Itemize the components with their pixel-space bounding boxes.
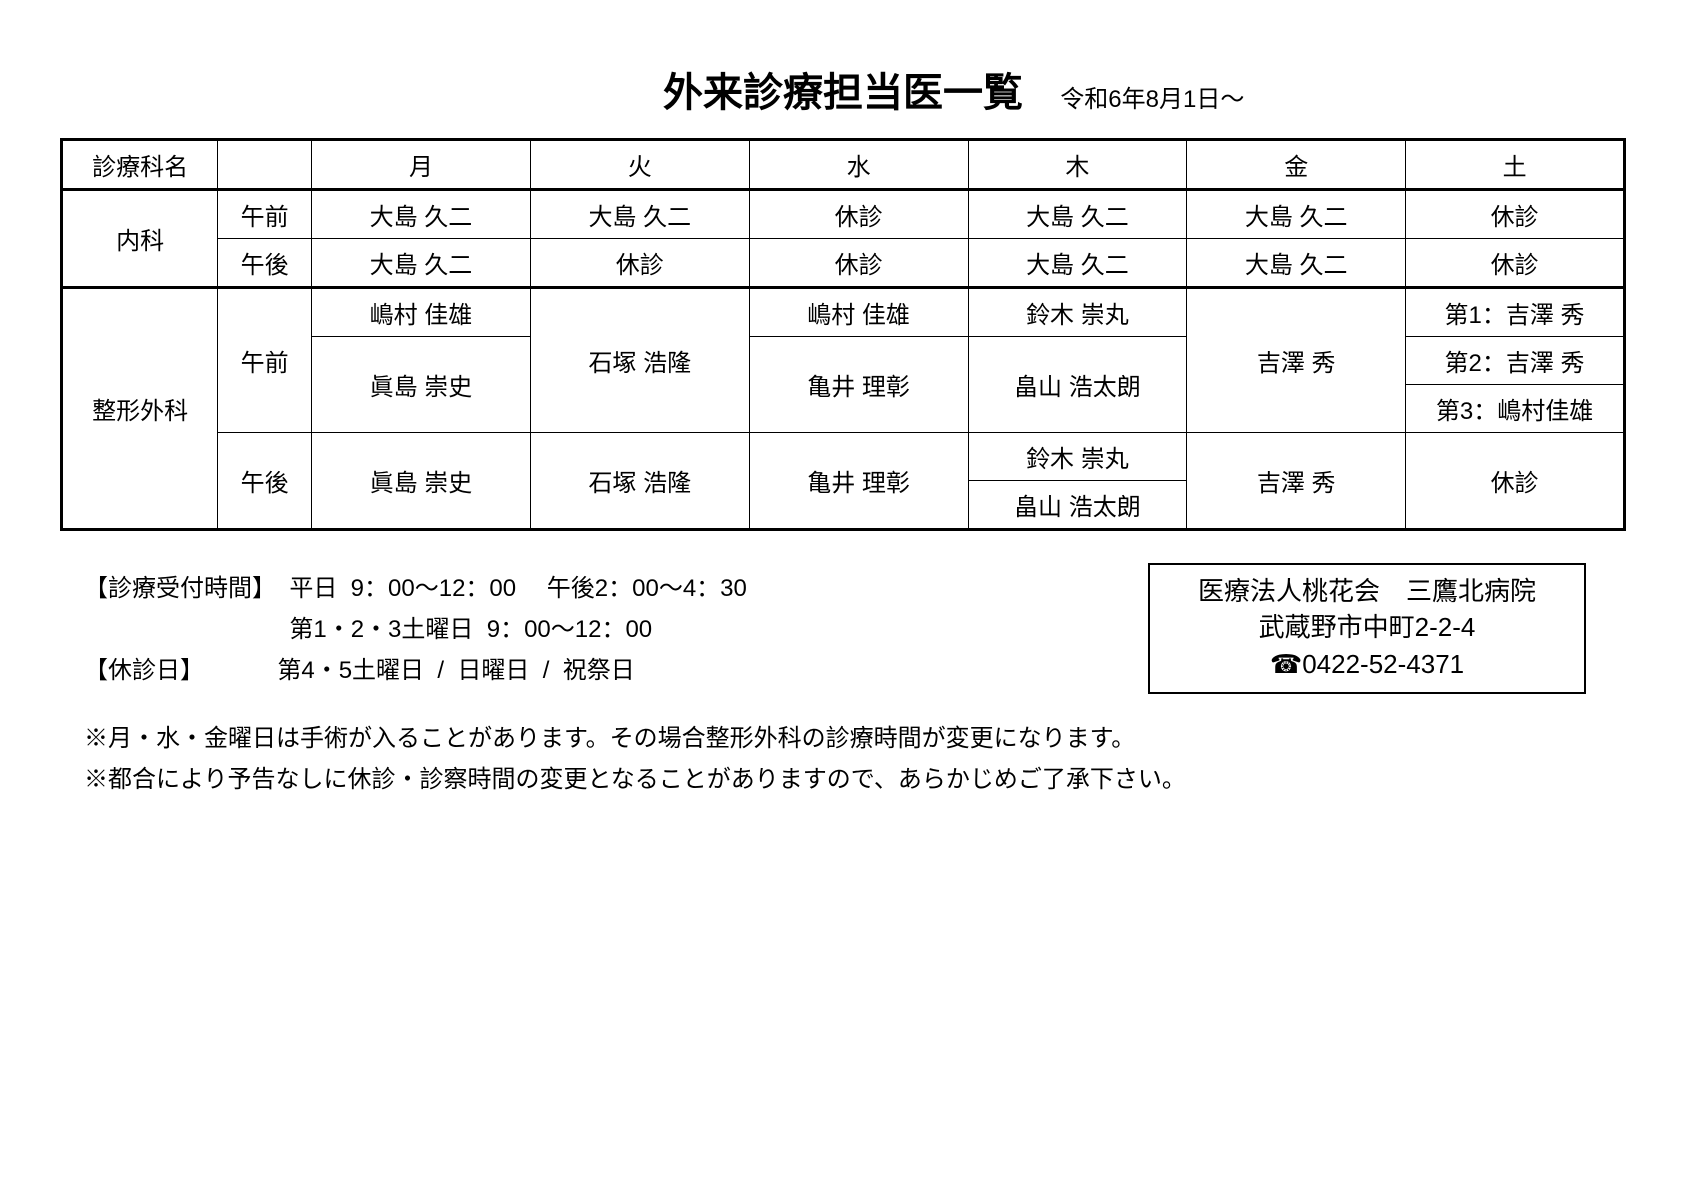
ortho-pm-wed: 亀井 理彰 <box>749 433 968 530</box>
internal-am-wed: 休診 <box>749 190 968 239</box>
note-2: ※都合により予告なしに休診・診察時間の変更となることがありますので、あらかじめご… <box>84 760 1626 801</box>
internal-am-mon: 大島 久二 <box>312 190 531 239</box>
col-sat: 土 <box>1406 140 1625 190</box>
col-wed: 水 <box>749 140 968 190</box>
internal-pm-fri: 大島 久二 <box>1187 239 1406 288</box>
ortho-am-sat1: 第1：吉澤 秀 <box>1406 288 1625 337</box>
page-title: 外来診療担当医一覧 <box>663 60 1023 118</box>
closed-line: 【休診日】 第4・5土曜日 / 日曜日 / 祝祭日 <box>84 651 747 692</box>
internal-am-tue: 大島 久二 <box>530 190 749 239</box>
info-left: 【診療受付時間】 平日 9：00～12：00 午後2：00～4：30 第1・2・… <box>84 569 747 691</box>
col-period <box>218 140 312 190</box>
ortho-am-label: 午前 <box>218 288 312 433</box>
internal-am-fri: 大島 久二 <box>1187 190 1406 239</box>
ortho-pm-mon: 眞島 崇史 <box>312 433 531 530</box>
ortho-am-thu-top: 鈴木 崇丸 <box>968 288 1187 337</box>
internal-am-label: 午前 <box>218 190 312 239</box>
header-row: 診療科名 月 火 水 木 金 土 <box>62 140 1625 190</box>
internal-am-row: 内科 午前 大島 久二 大島 久二 休診 大島 久二 大島 久二 休診 <box>62 190 1625 239</box>
ortho-am-wed-bot: 亀井 理彰 <box>749 337 968 433</box>
effective-date: 令和6年8月1日～ <box>1060 79 1244 114</box>
internal-pm-label: 午後 <box>218 239 312 288</box>
ortho-pm-thu-bot: 畠山 浩太朗 <box>968 481 1187 530</box>
title-row: 外来診療担当医一覧 令和6年8月1日～ <box>60 60 1626 118</box>
dept-ortho: 整形外科 <box>62 288 218 530</box>
ortho-am-tue: 石塚 浩隆 <box>530 288 749 433</box>
hospital-box: 医療法人桃花会 三鷹北病院 武蔵野市中町2-2-4 ☎0422-52-4371 <box>1148 563 1586 694</box>
reception-line-1: 【診療受付時間】 平日 9：00～12：00 午後2：00～4：30 <box>84 569 747 610</box>
ortho-am-mon-bot: 眞島 崇史 <box>312 337 531 433</box>
dept-internal: 内科 <box>62 190 218 288</box>
ortho-am-wed-top: 嶋村 佳雄 <box>749 288 968 337</box>
ortho-am-thu-bot: 畠山 浩太朗 <box>968 337 1187 433</box>
hospital-name: 医療法人桃花会 三鷹北病院 <box>1198 573 1536 609</box>
ortho-pm-label: 午後 <box>218 433 312 530</box>
ortho-am-fri: 吉澤 秀 <box>1187 288 1406 433</box>
col-fri: 金 <box>1187 140 1406 190</box>
ortho-am-sat3: 第3：嶋村佳雄 <box>1406 385 1625 433</box>
ortho-pm-fri: 吉澤 秀 <box>1187 433 1406 530</box>
info-block: 【診療受付時間】 平日 9：00～12：00 午後2：00～4：30 第1・2・… <box>60 569 1626 691</box>
internal-am-thu: 大島 久二 <box>968 190 1187 239</box>
notes: ※月・水・金曜日は手術が入ることがあります。その場合整形外科の診療時間が変更にな… <box>60 719 1626 801</box>
page: 外来診療担当医一覧 令和6年8月1日～ 診療科名 月 火 水 木 金 土 内科 … <box>0 0 1686 1186</box>
note-1: ※月・水・金曜日は手術が入ることがあります。その場合整形外科の診療時間が変更にな… <box>84 719 1626 760</box>
internal-pm-mon: 大島 久二 <box>312 239 531 288</box>
col-thu: 木 <box>968 140 1187 190</box>
reception-line-2: 第1・2・3土曜日 9：00～12：00 <box>84 610 747 651</box>
ortho-pm-thu-top: 鈴木 崇丸 <box>968 433 1187 481</box>
internal-pm-thu: 大島 久二 <box>968 239 1187 288</box>
internal-pm-sat: 休診 <box>1406 239 1625 288</box>
internal-pm-tue: 休診 <box>530 239 749 288</box>
col-dept: 診療科名 <box>62 140 218 190</box>
col-mon: 月 <box>312 140 531 190</box>
ortho-pm-row-1: 午後 眞島 崇史 石塚 浩隆 亀井 理彰 鈴木 崇丸 吉澤 秀 休診 <box>62 433 1625 481</box>
col-tue: 火 <box>530 140 749 190</box>
ortho-am-sat2: 第2：吉澤 秀 <box>1406 337 1625 385</box>
ortho-pm-tue: 石塚 浩隆 <box>530 433 749 530</box>
hospital-address: 武蔵野市中町2-2-4 <box>1198 609 1536 645</box>
internal-pm-wed: 休診 <box>749 239 968 288</box>
internal-pm-row: 午後 大島 久二 休診 休診 大島 久二 大島 久二 休診 <box>62 239 1625 288</box>
hospital-tel: ☎0422-52-4371 <box>1198 646 1536 682</box>
internal-am-sat: 休診 <box>1406 190 1625 239</box>
schedule-table: 診療科名 月 火 水 木 金 土 内科 午前 大島 久二 大島 久二 休診 大島… <box>60 138 1626 531</box>
ortho-am-mon-top: 嶋村 佳雄 <box>312 288 531 337</box>
ortho-pm-sat: 休診 <box>1406 433 1625 530</box>
